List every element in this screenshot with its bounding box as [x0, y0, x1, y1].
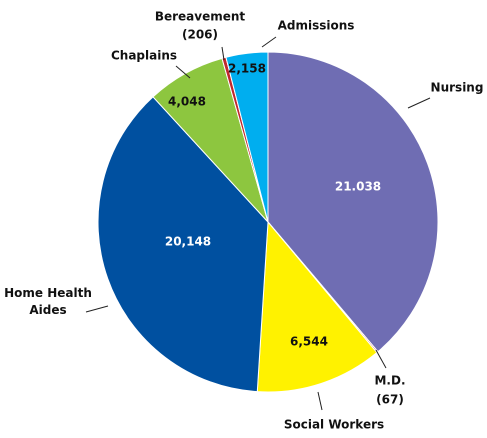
value-label: 21.038	[334, 179, 382, 194]
slice-name: Nursing	[430, 80, 484, 95]
leader-line	[375, 349, 387, 369]
pie-slice	[267, 51, 439, 353]
value-label: (67)	[376, 392, 404, 407]
slice-name: Home Health Aides	[4, 286, 92, 317]
value-label: 4,048	[168, 94, 206, 109]
leader-line	[317, 391, 323, 411]
slice-name: Admissions	[277, 18, 355, 33]
slice-name: Bereavement	[154, 9, 246, 24]
pie-slice	[225, 51, 269, 223]
value-label: 6,544	[290, 334, 328, 349]
slice-name: Social Workers	[283, 417, 385, 432]
leader-line	[221, 46, 225, 61]
leader-line	[85, 305, 109, 313]
leader-line	[175, 65, 191, 79]
pie-slice	[256, 220, 378, 393]
slice-name: Chaplains	[110, 48, 178, 63]
value-label: (206)	[181, 27, 219, 42]
slice-name: M.D.	[374, 373, 406, 388]
value-label: 20,148	[164, 234, 212, 249]
pie-slice	[97, 96, 269, 393]
value-label: 2,158	[228, 61, 266, 76]
leader-line	[261, 36, 277, 48]
leader-line	[407, 97, 431, 109]
